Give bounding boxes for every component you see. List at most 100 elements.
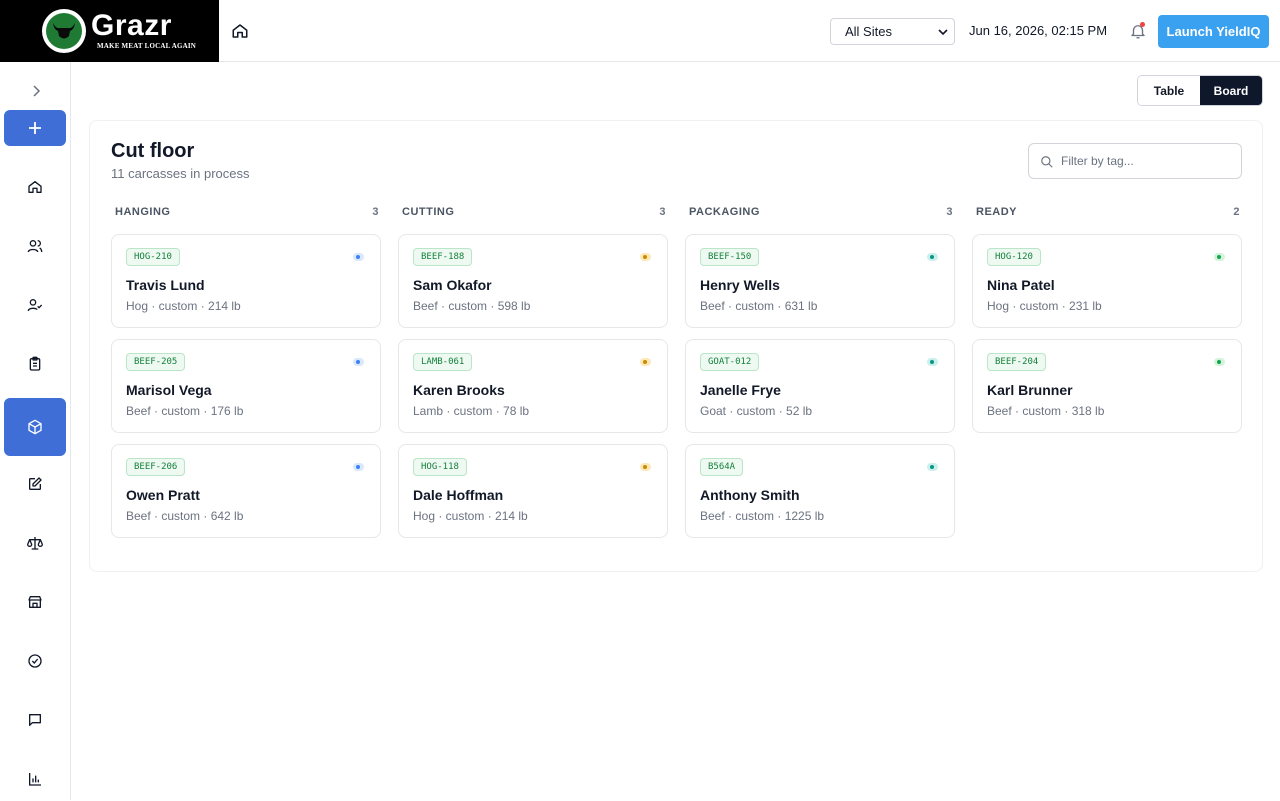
sidebar-item-edit[interactable] [4,462,66,506]
sidebar-item-tasks[interactable] [4,639,66,683]
customer-name: Marisol Vega [126,382,212,398]
carcass-card[interactable]: BEEF-205 Marisol Vega Beef · custom · 17… [111,339,381,433]
notification-badge [1140,22,1145,27]
carcass-card[interactable]: BEEF-204 Karl Brunner Beef · custom · 31… [972,339,1242,433]
column-title: HANGING [115,206,171,218]
column-count: 3 [946,206,953,218]
filter-placeholder: Filter by tag... [1061,154,1134,168]
customer-name: Anthony Smith [700,487,800,503]
sidebar-item-cut-floor[interactable] [4,398,66,456]
sidebar-item-employees[interactable] [4,283,66,327]
home-icon [28,181,42,193]
customer-name: Owen Pratt [126,487,200,503]
carcass-tag: HOG-118 [413,458,467,476]
edit-icon [29,477,42,490]
sidebar-item-store[interactable] [4,580,66,624]
status-dot [640,253,651,261]
status-dot [1214,253,1225,261]
carcass-tag: BEEF-204 [987,353,1047,371]
sidebar-item-orders[interactable] [4,342,66,386]
customer-name: Henry Wells [700,277,780,293]
carcass-card[interactable]: BEEF-188 Sam Okafor Beef · custom · 598 … [398,234,668,328]
brand-tagline: MAKE MEAT LOCAL AGAIN [97,42,197,50]
carcass-card[interactable]: HOG-120 Nina Patel Hog · custom · 231 lb [972,234,1242,328]
page-title: Cut floor [111,140,195,162]
carcass-tag: LAMB-061 [413,353,473,371]
carcass-details: Beef · custom · 318 lb [987,404,1105,418]
status-dot [1214,358,1225,366]
board-column: PACKAGING 3 BEEF-150 Henry Wells Beef · … [685,206,955,538]
board-column: READY 2 HOG-120 Nina Patel Hog · custom … [972,206,1242,433]
customer-name: Janelle Frye [700,382,781,398]
user-check-icon [27,299,43,312]
carcass-card[interactable]: BEEF-150 Henry Wells Beef · custom · 631… [685,234,955,328]
brand-logo[interactable]: Grazr MAKE MEAT LOCAL AGAIN [0,0,219,62]
carcass-details: Beef · custom · 642 lb [126,509,244,523]
carcass-card[interactable]: LAMB-061 Karen Brooks Lamb · custom · 78… [398,339,668,433]
view-toggle: Table Board [1137,75,1263,106]
cut-floor-board: Cut floor 11 carcasses in process Filter… [89,120,1263,572]
carcass-card[interactable]: HOG-210 Travis Lund Hog · custom · 214 l… [111,234,381,328]
carcass-card[interactable]: HOG-118 Dale Hoffman Hog · custom · 214 … [398,444,668,538]
customer-name: Karen Brooks [413,382,505,398]
column-count: 3 [372,206,379,218]
sidebar-item-home[interactable] [4,165,66,209]
sidebar-item-customers[interactable] [4,224,66,268]
filter-input[interactable]: Filter by tag... [1028,143,1242,179]
board-column: HANGING 3 HOG-210 Travis Lund Hog · cust… [111,206,381,538]
launch-yieldiq-button[interactable]: Launch YieldIQ [1158,15,1269,48]
sidebar [0,62,71,800]
home-icon[interactable] [231,22,249,40]
customer-name: Travis Lund [126,277,205,293]
sidebar-item-reports[interactable] [4,757,66,801]
carcass-card[interactable]: B564A Anthony Smith Beef · custom · 1225… [685,444,955,538]
column-title: PACKAGING [689,206,760,218]
sidebar-item-messages[interactable] [4,698,66,742]
board-view-button[interactable]: Board [1200,76,1262,105]
status-dot [353,253,364,261]
search-icon [1041,156,1053,168]
sidebar-item-scale[interactable] [4,521,66,565]
carcass-details: Beef · custom · 631 lb [700,299,818,313]
carcass-details: Hog · custom · 214 lb [126,299,241,313]
carcass-tag: HOG-210 [126,248,180,266]
page-subtitle: 11 carcasses in process [111,166,250,181]
current-datetime: Jun 16, 2026, 02:15 PM [969,23,1108,38]
carcass-tag: BEEF-205 [126,353,186,371]
site-select[interactable]: All Sites [830,18,955,45]
store-icon [28,596,42,608]
package-icon [28,419,42,435]
plus-icon [29,122,41,134]
table-view-button[interactable]: Table [1138,76,1200,105]
status-dot [640,358,651,366]
brand-name: Grazr [91,9,172,42]
carcass-details: Lamb · custom · 78 lb [413,404,530,418]
message-icon [29,714,41,726]
carcass-tag: B564A [700,458,744,476]
add-button[interactable] [4,110,66,146]
carcass-card[interactable]: GOAT-012 Janelle Frye Goat · custom · 52… [685,339,955,433]
column-title: CUTTING [402,206,455,218]
customer-name: Nina Patel [987,277,1055,293]
chevron-right-icon[interactable] [29,84,43,98]
status-dot [927,358,938,366]
column-count: 2 [1233,206,1240,218]
carcass-card[interactable]: BEEF-206 Owen Pratt Beef · custom · 642 … [111,444,381,538]
carcass-tag: BEEF-206 [126,458,186,476]
status-dot [353,463,364,471]
board-column: CUTTING 3 BEEF-188 Sam Okafor Beef · cus… [398,206,668,538]
carcass-tag: BEEF-188 [413,248,473,266]
carcass-tag: BEEF-150 [700,248,760,266]
chevron-down-icon [938,29,948,36]
bar-chart-icon [29,773,41,786]
status-dot [927,463,938,471]
customer-name: Karl Brunner [987,382,1073,398]
status-dot [640,463,651,471]
carcass-details: Goat · custom · 52 lb [700,404,813,418]
carcass-details: Beef · custom · 1225 lb [700,509,825,523]
bull-logo-icon [42,9,86,53]
carcass-tag: GOAT-012 [700,353,760,371]
column-count: 3 [659,206,666,218]
top-bar: Grazr MAKE MEAT LOCAL AGAIN All Sites Ju… [0,0,1280,62]
scale-icon [27,537,43,550]
